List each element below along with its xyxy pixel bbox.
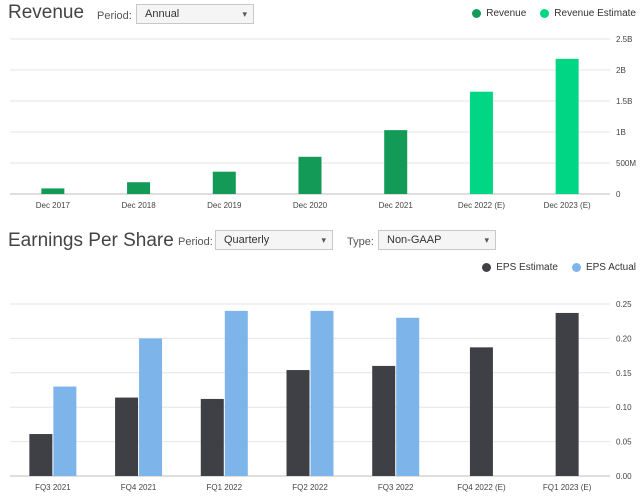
x-tick-label: Dec 2021: [379, 201, 414, 210]
eps-period-value: Quarterly: [224, 234, 270, 246]
chevron-down-icon: ▾: [321, 235, 326, 245]
x-tick-label: FQ3 2021: [35, 483, 71, 492]
y-tick-label: 0.05: [616, 438, 632, 447]
legend-dot-icon: [540, 9, 550, 18]
chevron-down-icon: ▾: [484, 235, 489, 245]
legend-dot-icon: [482, 263, 492, 272]
bar-revenue: [384, 130, 408, 194]
revenue-period-value: Annual: [145, 8, 180, 20]
eps-title: Earnings Per Share: [8, 230, 174, 251]
bar-eps-actual: [310, 310, 334, 476]
eps-type-value: Non-GAAP: [387, 234, 442, 246]
bar-eps-estimate: [115, 397, 139, 476]
bar-eps-estimate: [200, 398, 224, 476]
bar-eps-estimate: [555, 312, 579, 476]
y-tick-label: 2B: [616, 66, 626, 75]
y-tick-label: 2.5B: [616, 35, 632, 44]
bar-eps-estimate: [372, 365, 396, 476]
legend-label: EPS Estimate: [496, 262, 558, 273]
x-tick-label: FQ4 2021: [121, 483, 157, 492]
legend-dot-icon: [571, 263, 581, 272]
bar-eps-estimate: [469, 347, 493, 476]
eps-legend: EPS Estimate EPS Actual: [468, 262, 636, 273]
bar-revenue: [41, 188, 65, 194]
bar-eps-actual: [396, 317, 420, 476]
bar-eps-estimate: [29, 434, 53, 476]
y-tick-label: 0.00: [616, 472, 632, 481]
x-tick-label: Dec 2019: [207, 201, 242, 210]
y-tick-label: 0.15: [616, 369, 632, 378]
bar-revenue-estimate: [469, 91, 493, 194]
bar-eps-estimate: [286, 370, 310, 476]
x-tick-label: Dec 2018: [121, 201, 156, 210]
legend-item-eps-estimate[interactable]: EPS Estimate: [482, 262, 558, 273]
legend-item-revenue[interactable]: Revenue: [472, 8, 526, 19]
eps-type-select[interactable]: Non-GAAP ▾: [378, 230, 496, 250]
legend-item-eps-actual[interactable]: EPS Actual: [571, 262, 636, 273]
legend-label: EPS Actual: [585, 262, 636, 273]
y-tick-label: 500M: [616, 159, 636, 168]
x-tick-label: FQ3 2022: [378, 483, 414, 492]
chevron-down-icon: ▾: [242, 9, 247, 19]
revenue-period-label: Period:: [97, 10, 132, 22]
bar-revenue: [212, 171, 236, 194]
x-tick-label: Dec 2020: [293, 201, 328, 210]
y-tick-label: 1B: [616, 128, 626, 137]
y-tick-label: 0.10: [616, 403, 632, 412]
y-tick-label: 1.5B: [616, 97, 632, 106]
x-tick-label: Dec 2017: [36, 201, 71, 210]
bar-eps-actual: [224, 310, 248, 476]
revenue-period-select[interactable]: Annual ▾: [136, 4, 254, 24]
legend-dot-icon: [472, 9, 482, 18]
legend-item-revenue-estimate[interactable]: Revenue Estimate: [540, 8, 636, 19]
bar-revenue: [298, 156, 322, 194]
eps-period-label: Period:: [178, 236, 213, 248]
x-tick-label: FQ1 2023 (E): [543, 483, 592, 492]
x-tick-label: FQ4 2022 (E): [457, 483, 506, 492]
bar-eps-actual: [139, 338, 163, 476]
y-tick-label: 0.20: [616, 334, 632, 343]
y-tick-label: 0: [616, 190, 621, 199]
bar-revenue-estimate: [555, 58, 579, 195]
legend-label: Revenue Estimate: [554, 8, 636, 19]
revenue-chart: 0 500M 1B 1.5B 2B 2.5B Dec 2017 Dec 2018 Dec 201…: [10, 35, 636, 210]
revenue-legend: Revenue Revenue Estimate: [458, 8, 636, 19]
revenue-title: Revenue: [8, 2, 85, 23]
x-tick-label: FQ2 2022: [292, 483, 328, 492]
bar-eps-actual: [53, 386, 77, 476]
y-tick-label: 0.25: [616, 300, 632, 309]
eps-type-label: Type:: [347, 236, 374, 248]
bar-revenue: [127, 182, 151, 194]
eps-period-select[interactable]: Quarterly ▾: [215, 230, 333, 250]
x-tick-label: Dec 2023 (E): [544, 201, 591, 210]
legend-label: Revenue: [486, 8, 527, 19]
x-tick-label: Dec 2022 (E): [458, 201, 505, 210]
x-tick-label: FQ1 2022: [206, 483, 242, 492]
